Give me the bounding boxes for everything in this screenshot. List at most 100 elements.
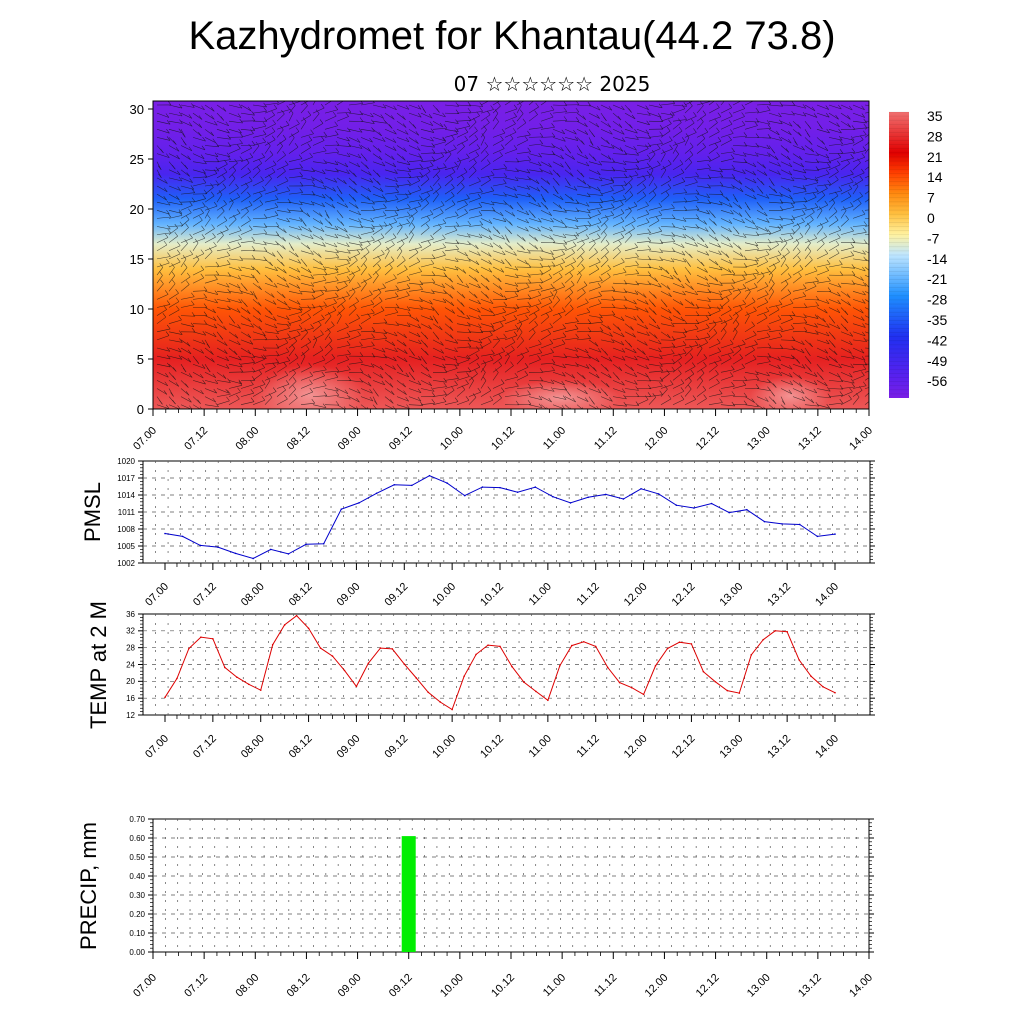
wind-barb-tail [850, 226, 854, 232]
wind-barb [204, 210, 210, 219]
wind-barb [852, 195, 863, 203]
wind-barb [264, 206, 279, 211]
wind-barb-tail [300, 101, 302, 102]
wind-barb [504, 148, 518, 154]
wind-barb-tail [704, 243, 709, 249]
wind-barb-tail [874, 332, 877, 336]
wind-barb-tail [280, 125, 284, 131]
wind-barb-tail [453, 226, 458, 231]
wind-barb [240, 339, 254, 345]
wind-barb-tail [284, 338, 289, 343]
wind-barb-tail [311, 294, 316, 300]
wind-barb [384, 347, 398, 353]
wind-barb-tail [803, 303, 808, 308]
wind-barb-tail [178, 211, 183, 216]
wind-barb-tail [849, 332, 853, 337]
wind-barb-tail [741, 218, 745, 224]
wind-barb [600, 364, 609, 372]
wind-barb [804, 396, 815, 404]
wind-barb-tail [500, 321, 504, 327]
wind-barb-tail [690, 285, 694, 290]
wind-barb [756, 388, 771, 391]
wind-barb-tail [617, 115, 622, 121]
wind-barb-tail [250, 290, 254, 296]
wind-barb [288, 131, 300, 138]
wind-barb [744, 263, 759, 268]
wind-barb-tail [258, 302, 262, 307]
wind-barb [864, 217, 869, 219]
wind-barb-tail [234, 334, 239, 339]
wind-barb [180, 120, 193, 127]
wind-barb-tail [488, 338, 492, 343]
wind-barb-tail [562, 233, 567, 238]
wind-barb-tail [628, 231, 633, 236]
wind-barb-tail [367, 196, 371, 201]
wind-barb [768, 120, 783, 125]
wind-barb-tail [419, 285, 423, 290]
wind-barb-tail [375, 271, 379, 276]
wind-barb [756, 271, 770, 276]
wind-barb-tail [262, 121, 267, 127]
wind-barb [216, 104, 227, 112]
wind-barb-tail [847, 192, 852, 197]
wind-barb [312, 123, 324, 130]
wind-barb-tail [798, 374, 802, 380]
wind-barb-tail [646, 120, 650, 125]
wind-barb-tail [767, 152, 771, 157]
wind-barb-tail [176, 170, 181, 175]
wind-barb-tail [653, 294, 657, 299]
wind-barb [396, 120, 407, 128]
wind-barb [264, 108, 277, 114]
wind-barb-tail [238, 266, 242, 271]
wind-barb-tail [690, 301, 695, 306]
wind-barb [564, 337, 579, 341]
wind-barb-tail [393, 217, 398, 223]
wind-barb-tail [509, 204, 514, 210]
wind-barb [156, 153, 170, 158]
wind-barb-tail [779, 344, 784, 349]
wind-barb-tail [668, 119, 672, 124]
wind-barb [432, 291, 447, 294]
wind-barb-tail [723, 320, 728, 325]
wind-barb-tail [375, 392, 379, 397]
wind-barb [816, 323, 830, 328]
wind-barb-tail [604, 351, 608, 356]
wind-barb [360, 303, 374, 308]
wind-barb [420, 227, 430, 235]
wind-barb-tail [754, 283, 758, 288]
wind-barb [804, 237, 817, 243]
wind-barb [540, 404, 547, 409]
wind-barb-tail [539, 139, 543, 145]
wind-barb-tail [176, 241, 181, 246]
wind-barb-tail [512, 119, 516, 124]
wind-barb [216, 171, 228, 179]
wind-barb-tail [659, 366, 664, 372]
wind-barb [420, 203, 429, 211]
wind-barb-tail [755, 231, 760, 236]
wind-barb [648, 153, 656, 162]
wind-barb [384, 221, 397, 227]
wind-barb [648, 220, 660, 227]
wind-barb [684, 181, 698, 187]
wind-barb [324, 250, 339, 254]
wind-barb [864, 142, 869, 146]
wind-barb [576, 161, 590, 167]
wind-barb [228, 299, 242, 304]
wind-barb-tail [479, 187, 483, 193]
wind-barb [492, 183, 507, 187]
wind-barb-tail [669, 136, 673, 141]
wind-barb-tail [176, 257, 181, 263]
wind-barb [360, 277, 372, 284]
wind-barb [168, 275, 175, 284]
wind-barb-tail [202, 194, 206, 199]
wind-barb-tail [854, 182, 859, 187]
wind-barb [204, 145, 219, 148]
wind-barb-tail [539, 376, 544, 382]
wind-barb [588, 120, 600, 128]
wind-barb-tail [538, 218, 542, 223]
wind-barb-tail [694, 341, 699, 346]
wind-barb [264, 242, 279, 246]
wind-barb-tail [485, 285, 490, 291]
wind-barb [672, 291, 686, 296]
wind-barb-tail [791, 199, 796, 204]
